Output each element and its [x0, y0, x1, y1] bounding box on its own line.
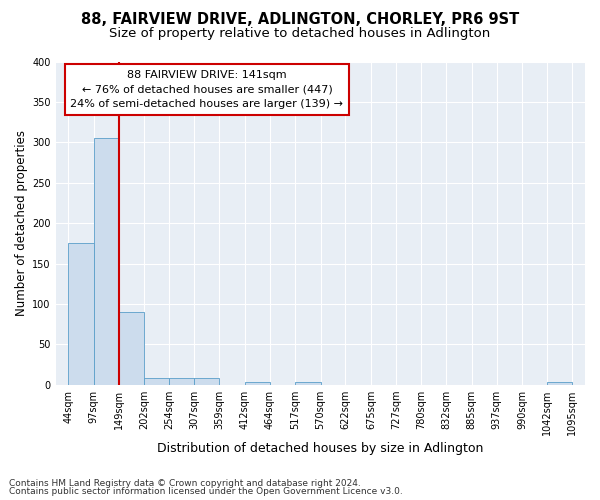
Bar: [547, 382, 572, 385]
Text: Size of property relative to detached houses in Adlington: Size of property relative to detached ho…: [109, 28, 491, 40]
Text: Contains public sector information licensed under the Open Government Licence v3: Contains public sector information licen…: [9, 488, 403, 496]
Bar: [169, 378, 194, 385]
Bar: [94, 138, 119, 385]
Bar: [119, 312, 144, 385]
Bar: [245, 382, 270, 385]
X-axis label: Distribution of detached houses by size in Adlington: Distribution of detached houses by size …: [157, 442, 484, 455]
Bar: [68, 244, 94, 385]
Text: Contains HM Land Registry data © Crown copyright and database right 2024.: Contains HM Land Registry data © Crown c…: [9, 478, 361, 488]
Bar: [295, 382, 320, 385]
Text: 88 FAIRVIEW DRIVE: 141sqm
← 76% of detached houses are smaller (447)
24% of semi: 88 FAIRVIEW DRIVE: 141sqm ← 76% of detac…: [70, 70, 343, 109]
Text: 88, FAIRVIEW DRIVE, ADLINGTON, CHORLEY, PR6 9ST: 88, FAIRVIEW DRIVE, ADLINGTON, CHORLEY, …: [81, 12, 519, 28]
Bar: [144, 378, 169, 385]
Y-axis label: Number of detached properties: Number of detached properties: [15, 130, 28, 316]
Bar: [194, 378, 220, 385]
